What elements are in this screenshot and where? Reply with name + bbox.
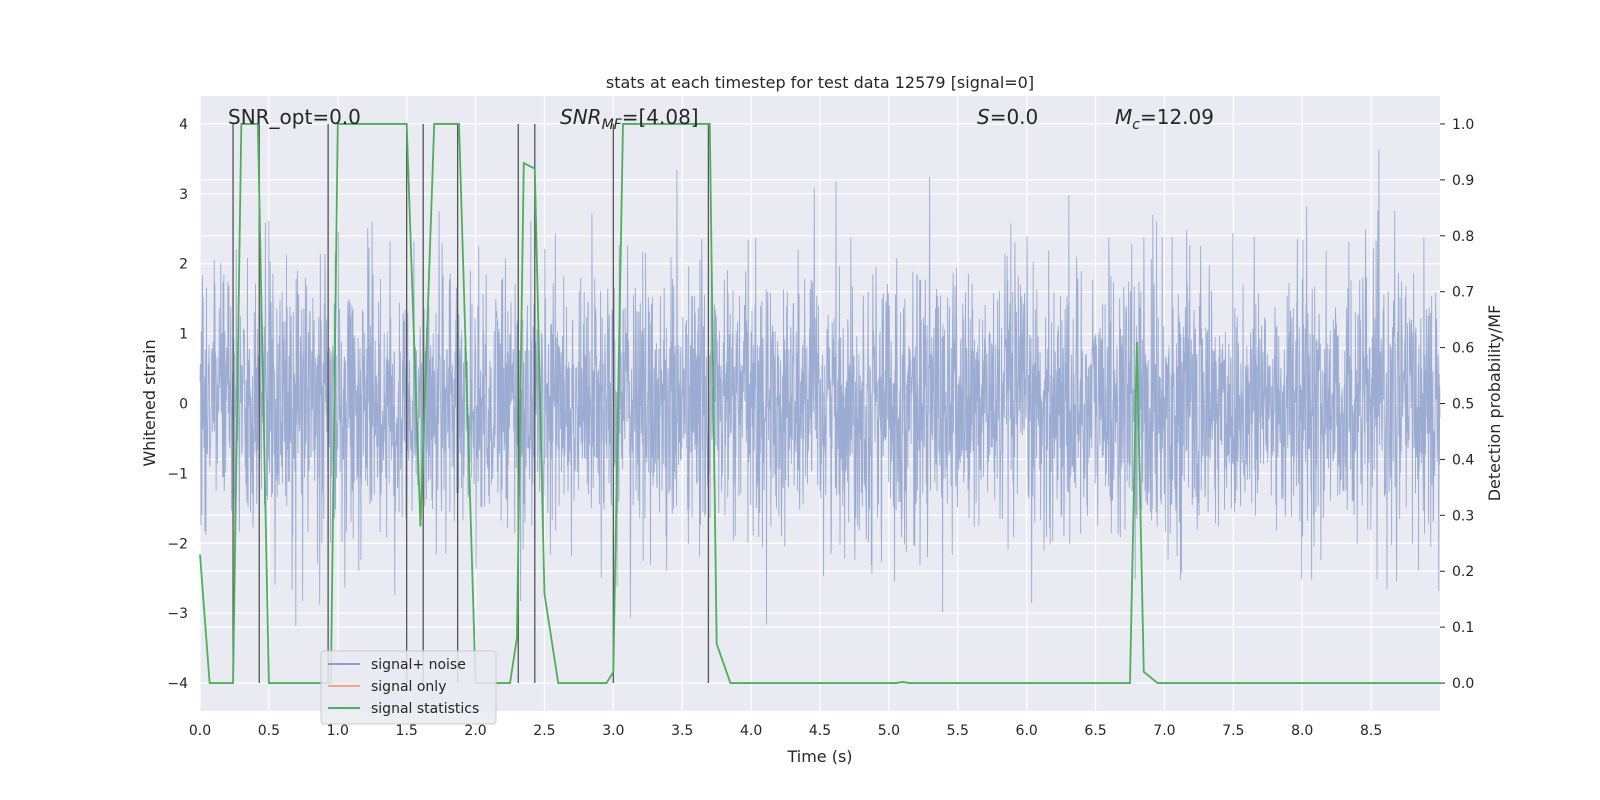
y-tick-label: 0 [179, 397, 188, 413]
x-tick-label: 0.5 [258, 723, 280, 739]
y2-tick-label: 0.3 [1452, 508, 1474, 524]
y-axis-label: Whitened strain [140, 339, 159, 466]
y2-tick-label: 0.6 [1452, 341, 1474, 357]
y-tick-label: −2 [167, 536, 188, 552]
annotation-mc-value: =12.09 [1140, 105, 1214, 129]
legend-box [320, 650, 497, 725]
x-tick-label: 7.5 [1222, 723, 1244, 739]
y2-tick-label: 0.1 [1452, 620, 1474, 636]
annotation-s: S=0.0 [977, 105, 1038, 129]
x-tick-label: 7.0 [1153, 723, 1175, 739]
annotation-snr-mf-value: =[4.08] [622, 105, 699, 129]
x-tick-label: 0.0 [189, 723, 211, 739]
annotation-snr-mf-main: SNR [560, 105, 602, 129]
y2-tick-label: 0.9 [1452, 173, 1474, 189]
legend-label-noise: signal+ noise [371, 657, 466, 673]
y-tick-label: −4 [167, 676, 188, 692]
x-tick-label: 4.5 [809, 723, 831, 739]
y-tick-label: 4 [179, 117, 188, 133]
annotation-mc-sub: c [1132, 117, 1140, 133]
y2-tick-label: 0.8 [1452, 229, 1474, 245]
x-tick-label: 8.0 [1291, 723, 1313, 739]
x-tick-label: 5.5 [947, 723, 969, 739]
x-tick-label: 3.0 [602, 723, 624, 739]
x-tick-label: 4.0 [740, 723, 762, 739]
annotation-snr-mf-sub: MF [602, 117, 623, 133]
x-tick-label: 6.5 [1084, 723, 1106, 739]
x-tick-label: 1.0 [327, 723, 349, 739]
x-axis-label: Time (s) [786, 747, 852, 766]
annotation-snr-opt: SNR_opt=0.0 [228, 105, 361, 129]
y-tick-label: 2 [179, 257, 188, 273]
x-tick-label: 2.5 [533, 723, 555, 739]
y2-axis-label: Detection probability/MF [1485, 305, 1504, 502]
y2-tick-label: 0.2 [1452, 564, 1474, 580]
y2-tick-labels: 1.0 0.9 0.8 0.7 0.6 0.5 0.4 0.3 0.2 0.1 0.0 [1440, 117, 1474, 692]
legend-label-stats: signal statistics [371, 701, 479, 717]
x-tick-label: 8.5 [1360, 723, 1382, 739]
y-tick-label: 1 [179, 327, 188, 343]
chart-title: stats at each timestep for test data 125… [606, 73, 1034, 92]
y-tick-label: 3 [179, 187, 188, 203]
x-tick-label: 1.5 [396, 723, 418, 739]
x-tick-label: 2.0 [464, 723, 486, 739]
annotation-s-value: =0.0 [990, 105, 1039, 129]
y2-tick-label: 1.0 [1452, 117, 1474, 133]
y-tick-labels: 4 3 2 1 0 −1 −2 −3 −4 [167, 117, 188, 692]
legend: signal+ noise signal only signal statist… [320, 650, 497, 725]
legend-label-signal-only: signal only [371, 679, 446, 695]
x-tick-label: 3.5 [671, 723, 693, 739]
annotation-s-var: S [977, 105, 990, 129]
y-tick-label: −1 [167, 466, 188, 482]
y2-tick-label: 0.4 [1452, 452, 1474, 468]
y2-tick-label: 0.7 [1452, 285, 1474, 301]
x-tick-label: 5.0 [878, 723, 900, 739]
marker-lines [232, 123, 710, 684]
annotation-mc: Mc=12.09 [1115, 105, 1214, 133]
y2-tick-label: 0.0 [1452, 676, 1474, 692]
x-tick-labels: 0.0 0.5 1.0 1.5 2.0 2.5 3.0 3.5 4.0 4.5 5.0 5.5 6.0 6… [189, 723, 1382, 739]
y-tick-label: −3 [167, 606, 188, 622]
x-tick-label: 6.0 [1016, 723, 1038, 739]
y2-tick-label: 0.5 [1452, 397, 1474, 413]
annotation-mc-main: M [1115, 105, 1132, 129]
annotation-snr-mf: SNRMF=[4.08] [560, 105, 699, 133]
